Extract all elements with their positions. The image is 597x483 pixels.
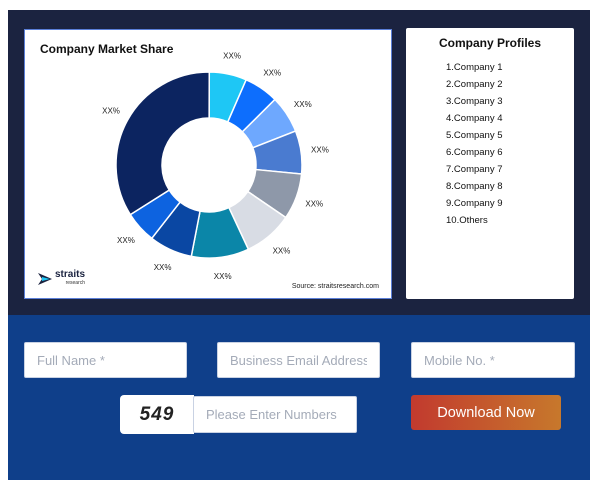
slice-label: XX% [214,272,232,281]
chart-source: Source: straitsresearch.com [291,283,379,290]
slice-label: XX% [117,236,135,245]
chart-title: Company Market Share [40,42,174,56]
donut-slice [115,71,211,216]
slice-label: XX% [294,100,312,109]
slice-label: XX% [223,51,241,60]
company-profile-item: 10.Others [446,215,488,226]
market-share-donut-chart: XX% XX% XX% XX% XX% XX% XX% XX% XX% XX% [102,51,329,281]
captcha-code: 549 [120,395,194,434]
full-name-input[interactable] [24,342,187,378]
slice-label: XX% [305,199,323,208]
straits-logo: straits research [37,270,85,288]
company-profile-item: 5.Company 5 [446,130,503,141]
company-profiles-list: 1.Company 1 2.Company 2 3.Company 3 4.Co… [446,59,503,229]
slice-label: XX% [273,246,291,255]
company-profile-item: 8.Company 8 [446,181,503,192]
slice-label: XX% [102,107,120,116]
company-profile-item: 3.Company 3 [446,96,503,107]
captcha-input[interactable] [193,396,357,433]
company-profile-item: 2.Company 2 [446,79,503,90]
logo-subtext: research [65,280,86,286]
slice-label: XX% [154,263,172,272]
company-profile-item: 1.Company 1 [446,62,503,73]
business-email-input[interactable] [217,342,380,378]
company-profiles-title: Company Profiles [438,36,542,50]
company-profile-item: 7.Company 7 [446,164,503,175]
company-profile-item: 9.Company 9 [446,198,503,209]
company-profile-item: 6.Company 6 [446,147,503,158]
slice-label: XX% [263,69,281,78]
straits-logo-icon [38,273,52,285]
slice-label: XX% [311,146,329,155]
logo-name: straits [55,269,86,280]
mobile-number-input[interactable] [411,342,575,378]
logo-text: straits research [55,270,85,288]
company-profile-item: 4.Company 4 [446,113,503,124]
company-profiles-card: Company Profiles 1.Company 1 2.Company 2… [406,28,574,299]
market-share-chart-card: XX% XX% XX% XX% XX% XX% XX% XX% XX% XX% Company M… [24,29,392,299]
download-now-button[interactable]: Download Now [411,395,561,430]
